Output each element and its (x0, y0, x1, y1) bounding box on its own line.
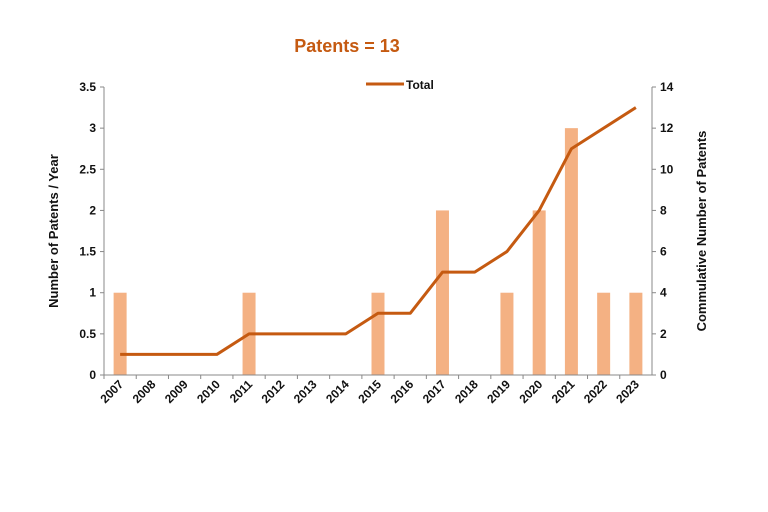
x-tick-label-2012: 2012 (259, 377, 288, 406)
bar-2022 (597, 293, 610, 375)
x-tick-label-2021: 2021 (549, 377, 578, 406)
y-tick-label: 3.5 (79, 80, 96, 94)
y-tick-label: 0.5 (79, 327, 96, 341)
y2-tick-label: 4 (660, 286, 667, 300)
y2-tick-label: 0 (660, 368, 667, 382)
y-tick-label: 2 (89, 203, 96, 217)
y2-tick-label: 2 (660, 327, 667, 341)
y-tick-label: 1.5 (79, 245, 96, 259)
x-tick-label-2020: 2020 (517, 377, 546, 406)
x-tick-label-2019: 2019 (484, 377, 513, 406)
x-tick-label-2007: 2007 (97, 377, 126, 406)
y-tick-label: 3 (89, 121, 96, 135)
y2-axis-label: Commulative Number of Patents (694, 131, 709, 332)
bar-2015 (372, 293, 385, 375)
x-tick-label-2023: 2023 (613, 377, 642, 406)
y2-tick-label: 14 (660, 80, 674, 94)
x-tick-label-2009: 2009 (162, 377, 191, 406)
legend-label-total: Total (406, 78, 434, 92)
x-tick-label-2022: 2022 (581, 377, 610, 406)
bar-2007 (114, 293, 127, 375)
y-tick-label: 1 (89, 286, 96, 300)
y2-tick-label: 6 (660, 245, 667, 259)
y2-tick-label: 10 (660, 162, 674, 176)
bar-2021 (565, 128, 578, 375)
x-tick-label-2013: 2013 (291, 377, 320, 406)
x-tick-label-2008: 2008 (130, 377, 159, 406)
bar-2020 (533, 210, 546, 375)
x-tick-label-2010: 2010 (194, 377, 223, 406)
x-tick-label-2017: 2017 (420, 377, 449, 406)
x-tick-label-2016: 2016 (388, 377, 417, 406)
x-tick-label-2018: 2018 (452, 377, 481, 406)
chart-title: Patents = 13 (294, 36, 400, 56)
x-tick-label-2015: 2015 (355, 377, 384, 406)
y2-tick-label: 8 (660, 203, 667, 217)
y-axis-label: Number of Patents / Year (46, 154, 61, 308)
x-tick-label-2014: 2014 (323, 377, 352, 406)
bar-2023 (629, 293, 642, 375)
bar-2017 (436, 210, 449, 375)
x-tick-label-2011: 2011 (227, 377, 256, 406)
y-tick-label: 2.5 (79, 162, 96, 176)
bar-2019 (500, 293, 513, 375)
y2-tick-label: 12 (660, 121, 674, 135)
y-tick-label: 0 (89, 368, 96, 382)
legend: Total (366, 78, 434, 92)
